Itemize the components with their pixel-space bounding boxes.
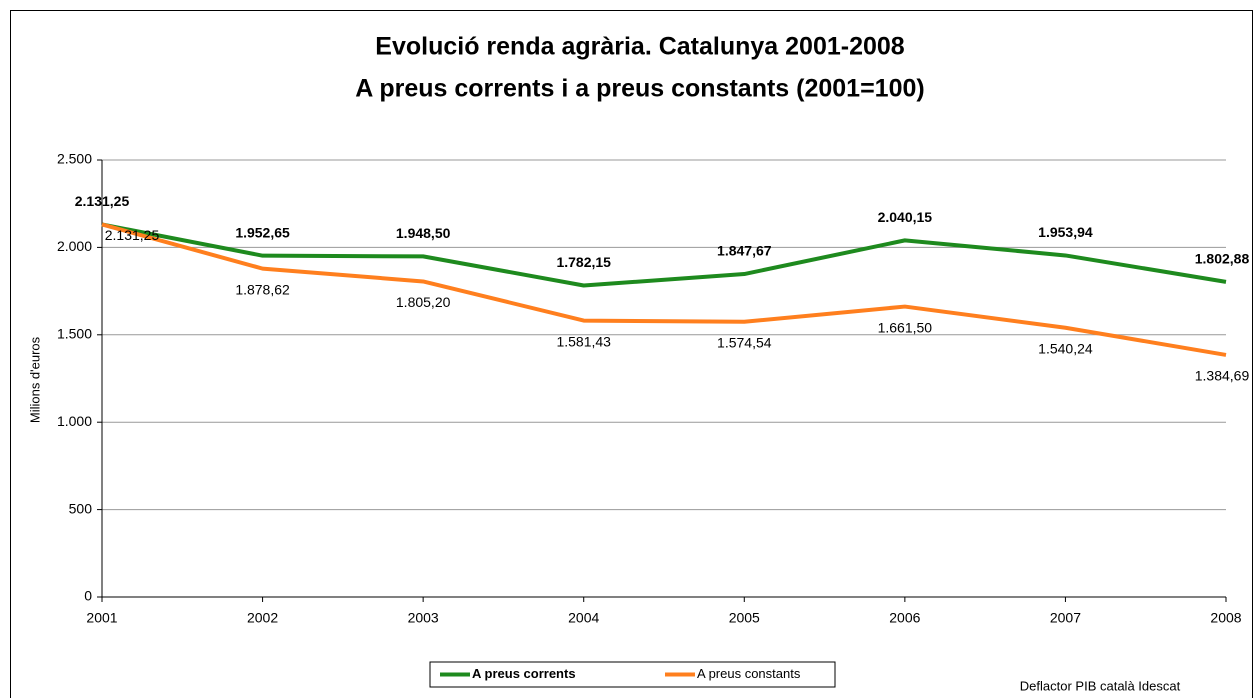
series-line — [101, 222, 1227, 288]
y-axis-label: Milions d'euros — [27, 336, 42, 423]
legend-box — [429, 661, 836, 688]
data-label: 1.952,65 — [235, 224, 290, 240]
chart-frame — [10, 10, 1253, 698]
x-tick-label: 2008 — [1210, 610, 1241, 626]
data-label: 1.574,54 — [717, 334, 772, 350]
data-label: 1.782,15 — [556, 254, 611, 270]
legend-label: A preus constants — [697, 666, 801, 681]
data-label: 1.540,24 — [1038, 340, 1093, 356]
data-label: 1.661,50 — [878, 319, 933, 335]
y-tick-label: 1.500 — [57, 326, 92, 342]
x-tick-label: 2005 — [729, 610, 760, 626]
data-label: 2.131,25 — [75, 193, 130, 209]
legend-label: A preus corrents — [472, 666, 576, 681]
chart-subtitle: A preus corrents i a preus constants (20… — [355, 75, 924, 103]
data-label: 1.878,62 — [235, 281, 290, 297]
y-tick-label: 2.000 — [57, 238, 92, 254]
y-tick-label: 2.500 — [57, 151, 92, 167]
data-label: 1.847,67 — [717, 243, 772, 259]
x-tick-label: 2003 — [408, 610, 439, 626]
y-tick-label: 1.000 — [57, 413, 92, 429]
x-tick-label: 2004 — [568, 610, 599, 626]
x-tick-label: 2002 — [247, 610, 278, 626]
data-label: 1.805,20 — [396, 294, 451, 310]
data-label: 2.040,15 — [878, 209, 933, 225]
data-label: 1.384,69 — [1195, 368, 1250, 384]
y-tick-label: 0 — [84, 588, 92, 604]
data-label: 1.581,43 — [556, 333, 611, 349]
data-label: 1.953,94 — [1038, 224, 1093, 240]
data-label: 1.802,88 — [1195, 251, 1250, 267]
chart-title: Evolució renda agrària. Catalunya 2001-2… — [375, 33, 905, 61]
x-tick-label: 2001 — [86, 610, 117, 626]
x-tick-label: 2006 — [889, 610, 920, 626]
x-tick-label: 2007 — [1050, 610, 1081, 626]
annotation: Deflactor PIB català Idescat — [1020, 678, 1181, 693]
data-label: 2.131,25 — [105, 227, 160, 243]
data-label: 1.948,50 — [396, 225, 451, 241]
y-tick-label: 500 — [69, 500, 93, 516]
series-line — [101, 222, 1227, 357]
